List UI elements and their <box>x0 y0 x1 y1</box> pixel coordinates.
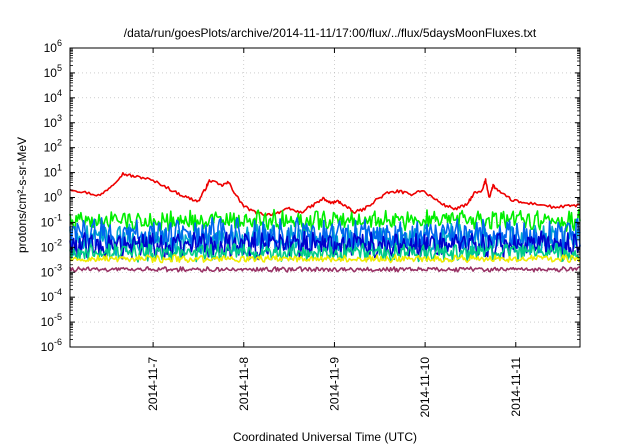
y-tick-exponent: 6 <box>57 38 62 48</box>
y-tick-label: 10-1 <box>41 212 62 229</box>
y-tick-base: 10 <box>44 66 58 80</box>
y-tick-base: 10 <box>44 141 58 155</box>
y-tick-label: 103 <box>44 113 62 130</box>
y-axis-label: protons/cm²-s-sr-MeV <box>15 137 29 253</box>
y-tick-label: 10-6 <box>41 337 62 354</box>
x-tick-label: 2014-11-7 <box>146 357 160 411</box>
y-tick-exponent: 3 <box>57 113 62 123</box>
x-tick-label: 2014-11-10 <box>418 357 432 418</box>
series-line-8 <box>69 266 581 273</box>
y-tick-exponent: 5 <box>57 63 62 73</box>
x-axis-ticks: 2014-11-7 2014-11-8 2014-11-9 2014-11-10 201… <box>146 48 523 418</box>
y-tick-base: 10 <box>44 91 58 105</box>
y-axis-ticks: 10-610-510-410-310-210-11001011021031041… <box>41 38 580 354</box>
y-tick-label: 10-3 <box>41 262 62 279</box>
y-tick-label: 101 <box>44 163 62 180</box>
series-lines <box>69 172 581 273</box>
y-tick-base: 10 <box>41 340 55 354</box>
y-tick-base: 10 <box>44 166 58 180</box>
x-axis-label: Coordinated Universal Time (UTC) <box>233 430 417 444</box>
x-tick-label: 2014-11-8 <box>237 357 251 411</box>
y-tick-base: 10 <box>41 290 55 304</box>
y-tick-label: 100 <box>44 188 62 205</box>
y-tick-label: 106 <box>44 38 62 55</box>
y-tick-label: 102 <box>44 138 62 155</box>
y-tick-exponent: 4 <box>57 88 62 98</box>
series-line-2 <box>69 208 581 233</box>
y-tick-base: 10 <box>44 191 58 205</box>
x-tick-label: 2014-11-9 <box>327 357 341 411</box>
y-tick-exponent: -4 <box>54 287 62 297</box>
y-tick-label: 10-2 <box>41 237 62 254</box>
y-tick-exponent: 0 <box>57 188 62 198</box>
y-tick-label: 105 <box>44 63 62 80</box>
y-tick-exponent: -5 <box>54 312 62 322</box>
y-tick-base: 10 <box>44 41 58 55</box>
y-tick-base: 10 <box>41 240 55 254</box>
x-tick-label: 2014-11-11 <box>509 357 523 417</box>
y-tick-exponent: -1 <box>54 212 62 222</box>
grid-lines <box>70 48 580 347</box>
y-tick-base: 10 <box>41 315 55 329</box>
y-tick-label: 10-5 <box>41 312 62 329</box>
y-tick-exponent: 1 <box>57 163 62 173</box>
y-tick-base: 10 <box>41 215 55 229</box>
y-tick-exponent: -2 <box>54 237 62 247</box>
y-tick-base: 10 <box>41 265 55 279</box>
series-line-1 <box>69 172 581 217</box>
series-line-7 <box>69 254 581 264</box>
y-tick-exponent: -3 <box>54 262 62 272</box>
y-tick-label: 104 <box>44 88 62 105</box>
chart-title: /data/run/goesPlots/archive/2014-11-11/1… <box>124 26 537 40</box>
y-tick-label: 10-4 <box>41 287 62 304</box>
y-tick-base: 10 <box>44 116 58 130</box>
y-tick-exponent: -6 <box>54 337 62 347</box>
y-tick-exponent: 2 <box>57 138 62 148</box>
